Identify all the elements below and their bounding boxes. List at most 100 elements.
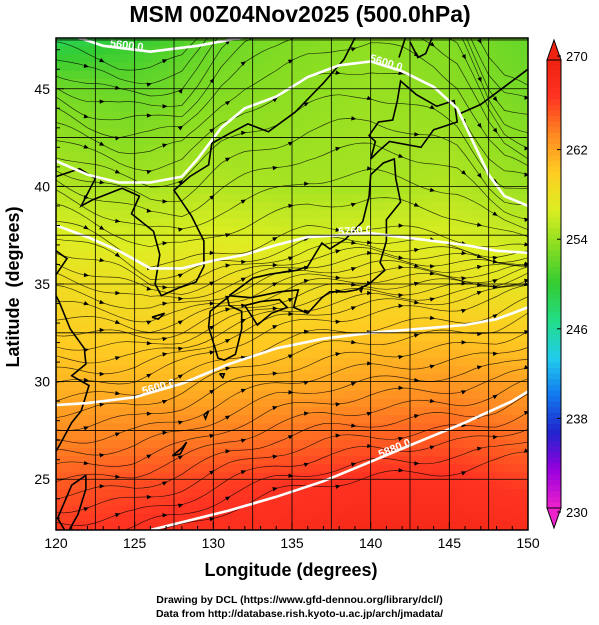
coastline [207, 297, 243, 361]
wind-arrow [335, 249, 341, 254]
x-tick-label: 135 [280, 535, 304, 551]
wind-arrow [177, 374, 184, 379]
wind-arrow [288, 390, 294, 395]
wind-arrow [272, 262, 278, 268]
wind-arrow [177, 320, 184, 325]
grid-lines [56, 38, 528, 530]
wind-arrow [161, 481, 168, 486]
wind-arrow [146, 341, 152, 346]
wind-arrow [178, 296, 184, 302]
wind-arrow [398, 385, 404, 391]
x-tick-label: 120 [44, 535, 68, 551]
coastline [151, 312, 166, 320]
x-tick-label: 150 [516, 535, 540, 551]
wind-arrow [209, 28, 216, 35]
wind-arrow [240, 199, 247, 204]
credit-drawing: Drawing by DCL (https://www.gfd-dennou.o… [156, 594, 443, 606]
contour-label: 5600.0 [109, 38, 144, 54]
wind-arrow [335, 351, 341, 357]
wind-arrow [367, 290, 373, 296]
wind-arrow [524, 95, 528, 100]
wind-arrow [303, 102, 310, 107]
wind-arrow [240, 470, 247, 475]
wind-arrow [114, 513, 121, 518]
wind-arrow [492, 434, 498, 440]
wind-arrow [351, 282, 357, 287]
wind-arrow [146, 170, 152, 175]
wind-arrow [461, 54, 466, 60]
wind-arrow [492, 279, 498, 284]
wind-arrow [83, 377, 89, 383]
wind-arrow [398, 265, 404, 270]
coastline [56, 474, 87, 530]
wind-arrow [240, 438, 247, 443]
wind-arrow [115, 391, 121, 396]
wind-arrow [429, 297, 436, 302]
wind-arrow [476, 264, 483, 270]
wind-arrow [99, 141, 105, 146]
wind-arrow [224, 100, 231, 106]
wind-arrow [288, 203, 294, 209]
wind-arrow [146, 208, 152, 213]
x-tick-label: 145 [438, 535, 462, 551]
colorbar-extend-high [546, 38, 562, 61]
wind-arrow [413, 202, 420, 207]
credit-data: Data from http://database.rish.kyoto-u.a… [155, 608, 444, 620]
wind-arrow [146, 494, 152, 500]
wind-arrow [524, 172, 528, 177]
y-axis: 25 30 35 40 45 [34, 49, 64, 519]
wind-arrow [492, 394, 498, 400]
streamline [56, 38, 528, 134]
wind-arrow [99, 225, 105, 230]
wind-arrow [162, 285, 168, 290]
wind-arrow [99, 402, 105, 407]
wind-arrow [162, 352, 168, 357]
wind-arrow [99, 299, 105, 305]
colorbar-label: 262 [566, 143, 588, 158]
wind-arrow [524, 262, 528, 268]
wind-arrow [115, 474, 121, 479]
wind-arrow [461, 281, 467, 286]
wind-arrow [398, 468, 404, 473]
wind-arrow [335, 402, 341, 407]
wind-arrow [178, 227, 184, 232]
wind-arrow [429, 41, 435, 47]
wind-arrow [225, 307, 231, 312]
wind-arrow [524, 330, 528, 335]
wind-arrow [177, 179, 183, 185]
wind-arrow [177, 420, 184, 425]
wind-arrow [83, 114, 89, 119]
wind-arrow [99, 371, 105, 377]
wind-arrow [366, 240, 373, 245]
wind-arrow [114, 319, 121, 324]
wind-arrow [351, 240, 357, 245]
wind-arrow [240, 388, 247, 393]
wind-arrow [162, 199, 168, 204]
wind-arrow [303, 462, 310, 467]
wind-arrow [351, 423, 357, 428]
wind-arrow [178, 88, 183, 94]
wind-arrow [398, 303, 404, 309]
coastlines [56, 38, 528, 530]
wind-arrow [272, 405, 278, 411]
wind-arrow [492, 127, 498, 134]
wind-arrow [209, 250, 215, 256]
wind-arrow [146, 82, 152, 87]
wind-arrow [414, 132, 420, 137]
colorbar: 230 238 246 254 262 270 [546, 38, 588, 530]
coastline [228, 157, 402, 315]
coastline [368, 79, 459, 160]
wind-arrow [83, 144, 89, 149]
wind-arrow [272, 282, 278, 287]
wind-arrow [225, 366, 231, 371]
y-tick-label: 25 [34, 471, 50, 487]
y-tick-label: 30 [34, 374, 50, 390]
wind-arrow [429, 364, 436, 369]
wind-arrow [304, 31, 310, 36]
wind-arrow [461, 390, 467, 395]
wind-arrow [476, 222, 483, 227]
wind-arrow [241, 259, 247, 265]
wind-arrow [83, 63, 89, 68]
wind-arrow [84, 544, 90, 549]
